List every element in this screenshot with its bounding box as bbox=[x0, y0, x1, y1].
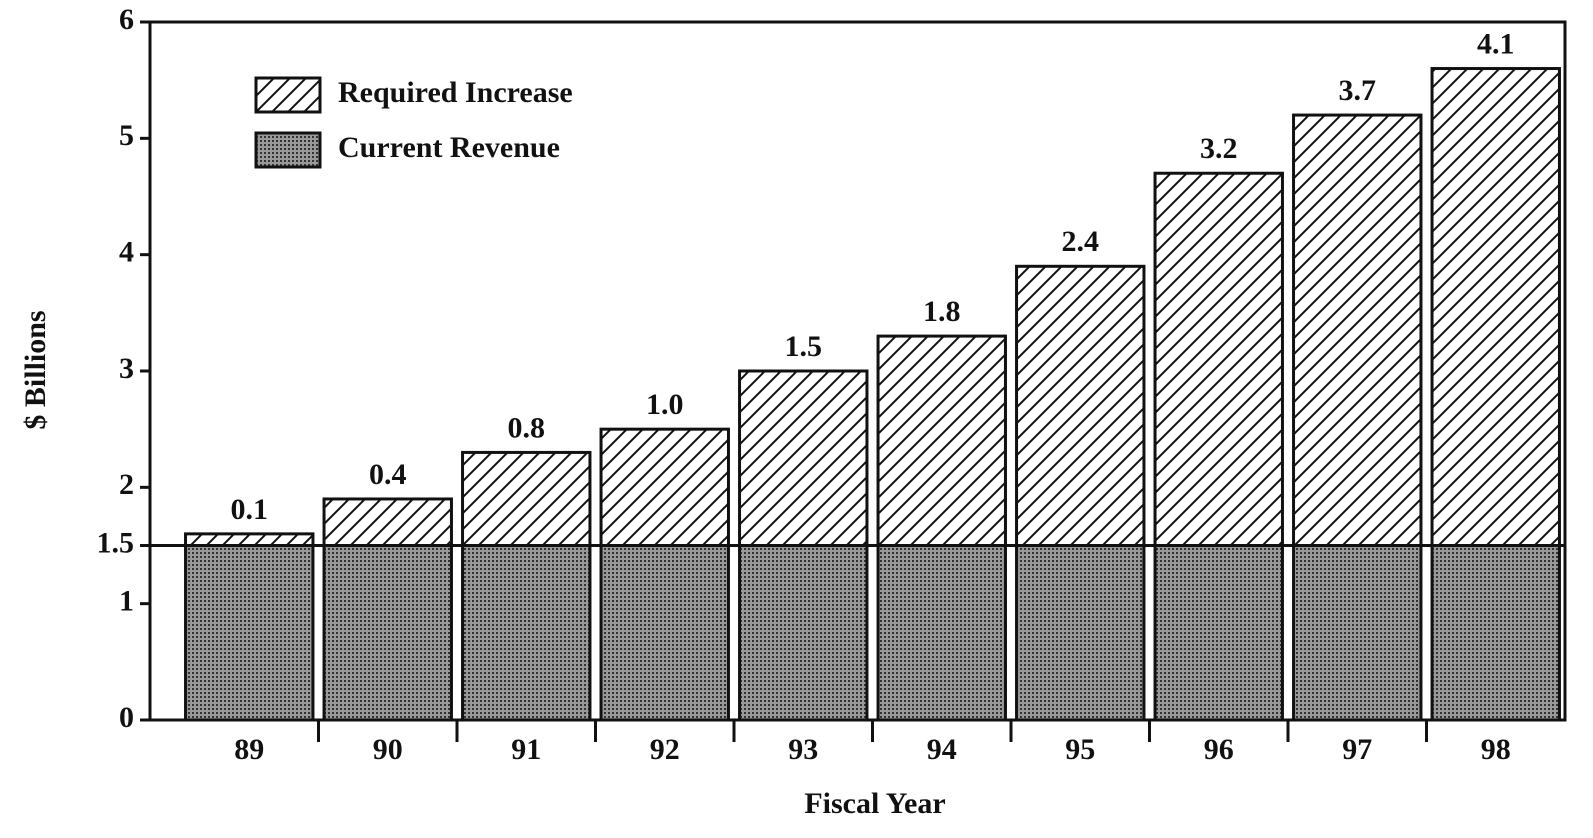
bar-segment bbox=[876, 334, 1007, 547]
value-label: 1.5 bbox=[785, 330, 823, 363]
bar-segment bbox=[599, 427, 730, 547]
x-tick-label: 98 bbox=[1481, 733, 1511, 766]
x-tick-label: 90 bbox=[373, 733, 403, 766]
bar-segment bbox=[738, 544, 869, 722]
bar-segment bbox=[461, 544, 592, 722]
bar-segment bbox=[1292, 113, 1423, 547]
bar-segment bbox=[322, 497, 453, 548]
bar-segment bbox=[599, 544, 730, 722]
x-tick-label: 91 bbox=[511, 733, 541, 766]
legend-label: Required Increase bbox=[338, 76, 573, 109]
x-tick-label: 96 bbox=[1204, 733, 1234, 766]
x-tick-label: 94 bbox=[927, 733, 957, 766]
x-axis-title: Fiscal Year bbox=[804, 787, 945, 820]
y-tick-label: 1.5 bbox=[97, 526, 135, 559]
y-tick-label: 2 bbox=[119, 468, 134, 501]
x-tick-label: 93 bbox=[788, 733, 818, 766]
y-tick-label: 5 bbox=[119, 119, 134, 152]
bar-segment bbox=[184, 532, 315, 547]
bar-segment bbox=[1292, 544, 1423, 722]
x-tick-label: 97 bbox=[1342, 733, 1372, 766]
bar-segment bbox=[461, 450, 592, 547]
x-tick-label: 95 bbox=[1065, 733, 1095, 766]
value-label: 4.1 bbox=[1477, 27, 1515, 60]
value-label: 2.4 bbox=[1062, 225, 1100, 258]
bar-segment bbox=[1430, 544, 1561, 722]
value-label: 0.8 bbox=[508, 411, 546, 444]
bar-segment bbox=[1015, 264, 1146, 547]
y-tick-label: 3 bbox=[119, 352, 134, 385]
value-label: 3.2 bbox=[1200, 132, 1238, 165]
bar-segment bbox=[1430, 67, 1561, 548]
bar-segment bbox=[1153, 544, 1284, 722]
bar-segment bbox=[876, 544, 1007, 722]
y-axis-title: $ Billions bbox=[19, 310, 52, 429]
y-tick-label: 0 bbox=[119, 701, 134, 734]
y-tick-label: 6 bbox=[119, 3, 134, 36]
bar-segment bbox=[184, 544, 315, 722]
legend-swatch bbox=[254, 76, 322, 114]
legend-swatch bbox=[254, 131, 322, 169]
bar-segment bbox=[322, 544, 453, 722]
value-label: 1.8 bbox=[923, 295, 961, 328]
y-tick-label: 4 bbox=[119, 236, 134, 269]
x-tick-label: 92 bbox=[650, 733, 680, 766]
value-label: 0.1 bbox=[231, 493, 269, 526]
value-label: 3.7 bbox=[1339, 74, 1377, 107]
value-label: 0.4 bbox=[369, 458, 407, 491]
bar-segment bbox=[1153, 171, 1284, 547]
legend-label: Current Revenue bbox=[338, 131, 560, 164]
bar-segment bbox=[1015, 544, 1146, 722]
y-tick-label: 1 bbox=[119, 585, 134, 618]
value-label: 1.0 bbox=[646, 388, 684, 421]
bar-segment bbox=[738, 369, 869, 547]
x-tick-label: 89 bbox=[234, 733, 264, 766]
